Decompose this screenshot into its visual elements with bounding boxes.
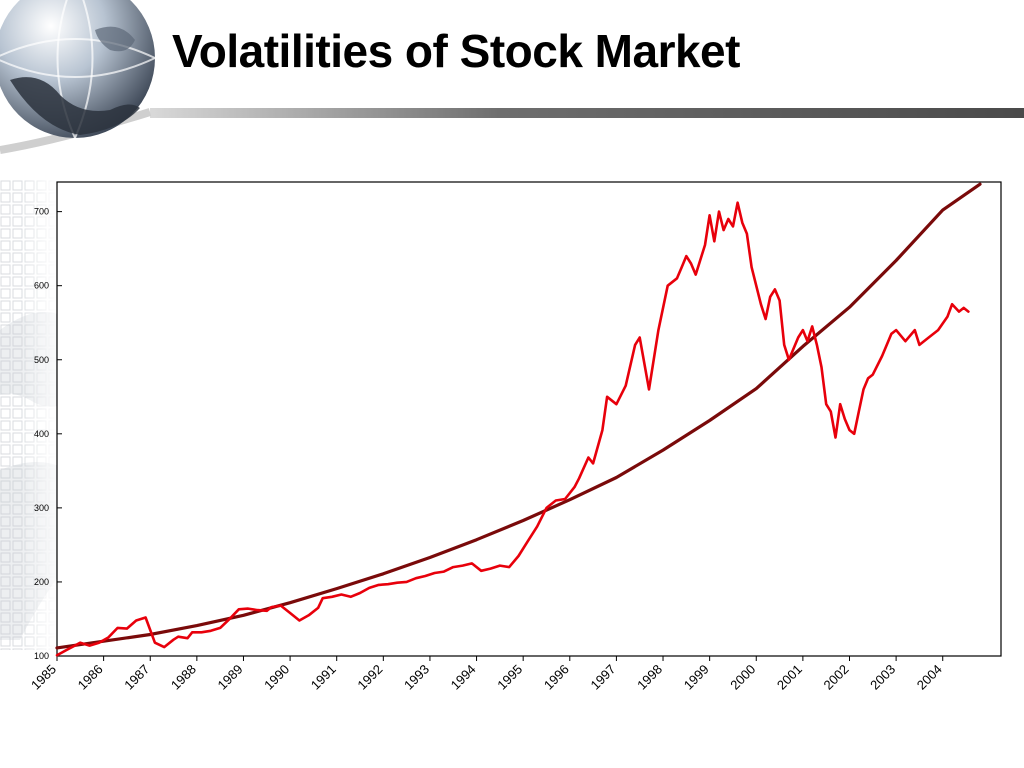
header-rule (150, 108, 1024, 118)
y-tick-label: 600 (34, 281, 49, 291)
x-tick-label: 1997 (587, 662, 618, 693)
x-tick-label: 1995 (494, 662, 525, 693)
trend-series-line (55, 182, 982, 650)
x-tick-label: 1991 (308, 662, 339, 693)
x-tick-label: 2000 (727, 662, 758, 693)
x-tick-label: 1988 (168, 662, 199, 693)
x-tick-label: 1992 (354, 662, 385, 693)
x-tick-label: 2004 (914, 662, 945, 693)
x-tick-label: 1994 (448, 662, 479, 693)
y-tick-label: 100 (34, 651, 49, 661)
y-tick-label: 200 (34, 577, 49, 587)
x-tick-label: 1989 (215, 662, 246, 693)
y-axis: 100 200 300 400 500 600 700 (34, 207, 62, 661)
side-grid-decoration (0, 180, 56, 650)
x-tick-label: 1985 (28, 662, 59, 693)
x-axis: 1985 1986 1987 1988 1989 1990 1991 1992 1993 1994… (28, 656, 945, 693)
y-tick-label: 300 (34, 503, 49, 513)
y-tick-label: 400 (34, 429, 49, 439)
actual-series-line (55, 201, 970, 657)
x-tick-label: 1999 (681, 662, 712, 693)
x-tick-label: 1993 (401, 662, 432, 693)
y-tick-label: 700 (34, 207, 49, 217)
x-tick-label: 2001 (774, 662, 805, 693)
slide-title: Volatilities of Stock Market (172, 25, 740, 77)
globe-icon (0, 0, 156, 139)
plot-frame (56, 181, 1002, 657)
y-tick-label: 500 (34, 355, 49, 365)
x-tick-label: 1987 (121, 662, 152, 693)
series-layer (55, 182, 982, 657)
x-tick-label: 1986 (75, 662, 106, 693)
x-tick-label: 1990 (261, 662, 292, 693)
x-tick-label: 1998 (634, 662, 665, 693)
x-tick-label: 2003 (867, 662, 898, 693)
x-tick-label: 1996 (541, 662, 572, 693)
x-tick-label: 2002 (821, 662, 852, 693)
